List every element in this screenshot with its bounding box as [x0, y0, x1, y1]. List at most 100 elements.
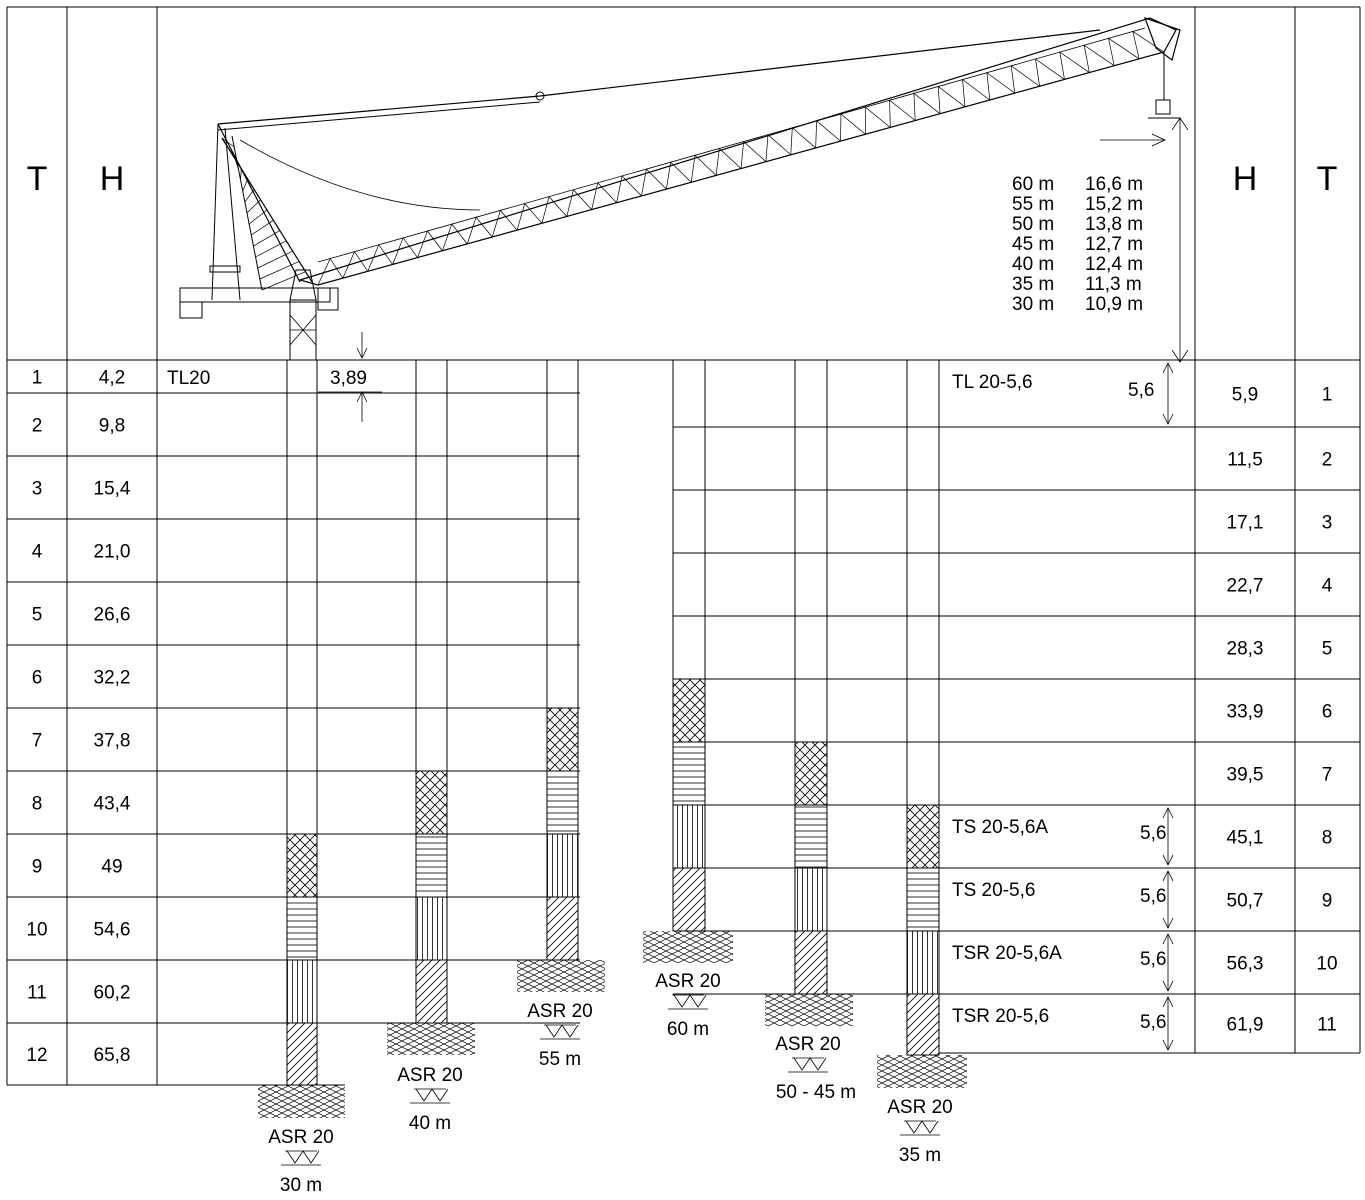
base-name: ASR 20: [268, 1127, 333, 1148]
jib-height: 11,3 m: [1085, 274, 1142, 295]
jib-length: 30 m: [1012, 294, 1054, 315]
left-row-h: 9,8: [99, 416, 125, 437]
right-row-t: 2: [1322, 450, 1333, 471]
left-row-h: 49: [101, 857, 122, 878]
left-row-t: 2: [32, 416, 43, 437]
right-row-h: 61,9: [1227, 1015, 1264, 1036]
left-table-cells: 1 4,2 2 9,8 3 15,4 4 21,0 5 26,6 6 32,2 7 37,8 8 43,4 9 4…: [26, 368, 130, 1067]
left-row-t: 9: [32, 857, 43, 878]
jib-lattice: [317, 30, 1165, 286]
jib-length: 45 m: [1012, 234, 1054, 255]
base-name: ASR 20: [527, 1001, 592, 1022]
left-row-t: 5: [32, 605, 43, 626]
right-row-h: 22,7: [1227, 576, 1264, 597]
section-dim: 5,6: [1140, 1012, 1166, 1033]
base-jib: 35 m: [899, 1145, 941, 1166]
section-label: TS 20-5,6A: [952, 817, 1048, 838]
left-row-h: 32,2: [94, 668, 131, 689]
right-row-t: 4: [1322, 576, 1333, 597]
left-row-t: 1: [32, 368, 43, 389]
jib-height: 16,6 m: [1085, 174, 1143, 195]
right-row-h: 11,5: [1227, 450, 1263, 471]
jib-height: 13,8 m: [1085, 214, 1143, 235]
base-labels: ASR 20 30 m ASR 20 40 m ASR 20 55 m ASR 20 60 m…: [268, 971, 952, 1196]
base-name: ASR 20: [775, 1034, 840, 1055]
right-row-t: 10: [1316, 954, 1337, 975]
header-h-right: H: [1233, 160, 1258, 198]
right-row-t: 7: [1322, 765, 1333, 786]
jib-height: 12,7 m: [1085, 234, 1143, 255]
right-row-t: 5: [1322, 639, 1333, 660]
right-row-h: 17,1: [1227, 513, 1264, 534]
tower-columns: [258, 360, 967, 1118]
jib-height: 15,2 m: [1085, 194, 1143, 215]
section-dim: 5,6: [1140, 949, 1166, 970]
base-jib: 40 m: [409, 1113, 451, 1134]
base-name: ASR 20: [887, 1097, 952, 1118]
left-row-t: 10: [26, 920, 47, 941]
left-row-t: 12: [26, 1045, 47, 1066]
header-t-left: T: [27, 160, 48, 198]
ground-symbol-icon: [668, 994, 708, 1010]
right-row-t: 8: [1322, 828, 1333, 849]
section-dim: 5,6: [1128, 380, 1154, 401]
right-row-h: 33,9: [1227, 702, 1264, 723]
right-row-h: 5,9: [1232, 385, 1258, 406]
jib-length: 60 m: [1012, 174, 1054, 195]
left-row-t: 3: [32, 479, 43, 500]
header-h-left: H: [100, 160, 125, 198]
section-label: TL 20-5,6: [952, 372, 1033, 393]
base-jib: 30 m: [280, 1175, 322, 1196]
left-row-h: 43,4: [94, 794, 131, 815]
ground-symbol-icon: [788, 1057, 828, 1073]
base-jib: 55 m: [539, 1049, 581, 1070]
tl20-label: TL20: [167, 368, 210, 389]
right-row-h: 50,7: [1227, 891, 1264, 912]
left-row-h: 4,2: [99, 368, 125, 389]
section-dim: 5,6: [1140, 823, 1166, 844]
ground-symbol-icon: [281, 1150, 321, 1166]
aframe-lattice: [221, 137, 306, 291]
left-row-t: 4: [32, 542, 43, 563]
right-row-h: 39,5: [1227, 765, 1264, 786]
right-row-t: 6: [1322, 702, 1333, 723]
section-label: TSR 20-5,6: [952, 1006, 1049, 1027]
right-row-t: 3: [1322, 513, 1333, 534]
left-row-h: 21,0: [94, 542, 131, 563]
right-row-h: 56,3: [1227, 954, 1264, 975]
left-row-t: 7: [32, 731, 43, 752]
top-dimension-3-89: 3,89: [318, 332, 382, 422]
ground-symbol-icon: [540, 1024, 580, 1040]
right-row-t: 1: [1322, 385, 1333, 406]
top-dimension-label: 3,89: [330, 368, 367, 389]
ground-symbol-icon: [900, 1120, 940, 1136]
right-row-h: 28,3: [1227, 639, 1264, 660]
left-row-h: 60,2: [94, 983, 131, 1004]
table-frame: [6, 6, 1361, 1086]
base-jib: 50 - 45 m: [776, 1082, 856, 1103]
jib-height-table: 60 m 16,6 m 55 m 15,2 m 50 m 13,8 m 45 m 12,7 m…: [1012, 174, 1143, 315]
left-row-t: 6: [32, 668, 43, 689]
ground-symbol-icon: [410, 1088, 450, 1104]
section-label: TSR 20-5,6A: [952, 943, 1062, 964]
base-jib: 60 m: [667, 1019, 709, 1040]
jib-length: 50 m: [1012, 214, 1054, 235]
jib-length: 40 m: [1012, 254, 1054, 275]
jib-length: 35 m: [1012, 274, 1054, 295]
left-row-h: 37,8: [94, 731, 131, 752]
jib-height: 10,9 m: [1085, 294, 1143, 315]
right-row-h: 45,1: [1227, 828, 1264, 849]
base-name: ASR 20: [655, 971, 720, 992]
left-row-h: 26,6: [94, 605, 131, 626]
left-row-h: 54,6: [94, 920, 131, 941]
right-row-t: 9: [1322, 891, 1333, 912]
jib-length: 55 m: [1012, 194, 1054, 215]
left-row-h: 65,8: [94, 1045, 131, 1066]
crane-drawing: [179, 17, 1189, 363]
left-row-h: 15,4: [94, 479, 131, 500]
right-row-t: 11: [1317, 1015, 1337, 1036]
section-label: TS 20-5,6: [952, 880, 1035, 901]
section-labels: TL 20-5,6 5,6 TS 20-5,6A 5,6 TS 20-5,6 5,6 TSR…: [939, 362, 1195, 1054]
header-t-right: T: [1317, 160, 1338, 198]
